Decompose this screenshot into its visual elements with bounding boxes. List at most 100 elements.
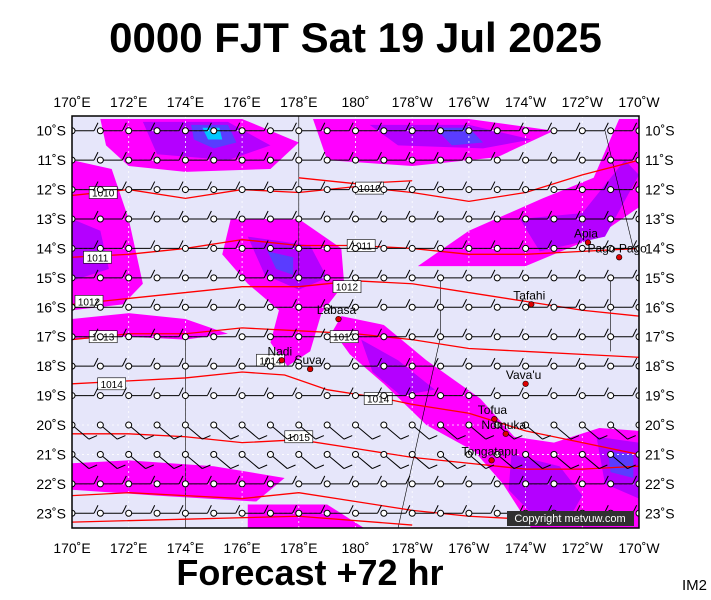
lon-label-top: 176˚W xyxy=(448,94,490,110)
wind-barb xyxy=(352,475,382,488)
lon-label-top: 172˚W xyxy=(562,94,604,110)
place-marker: Nomuka xyxy=(481,418,526,437)
wind-barb xyxy=(550,210,581,223)
wind-barb xyxy=(522,151,553,164)
wind-barb xyxy=(522,450,551,470)
wind-barb xyxy=(295,151,326,164)
wind-barb xyxy=(238,181,269,194)
wind-barb xyxy=(465,505,496,517)
wind-barb xyxy=(181,299,212,311)
wind-barb xyxy=(238,299,269,311)
wind-barb xyxy=(352,450,381,470)
wind-barb xyxy=(238,240,269,252)
wind-barb xyxy=(380,505,411,517)
wind-barb xyxy=(607,122,638,135)
wind-barb xyxy=(522,122,553,135)
wind-barb xyxy=(323,475,354,488)
wind-barb xyxy=(210,328,241,341)
wind-barb xyxy=(465,299,496,311)
svg-text:1012: 1012 xyxy=(336,283,359,294)
lat-label-left: 13˚S xyxy=(36,211,66,227)
rain-layer xyxy=(72,118,639,528)
wind-barb xyxy=(380,151,411,164)
wind-barb xyxy=(295,505,326,517)
lon-label-bottom: 172˚E xyxy=(110,540,147,556)
wind-barb xyxy=(408,357,439,370)
wind-barb xyxy=(96,505,127,517)
wind-barb xyxy=(72,240,99,252)
wind-barb xyxy=(380,122,411,135)
lon-label-top: 172˚E xyxy=(110,94,147,110)
wind-barb xyxy=(125,210,156,223)
wind-barb xyxy=(493,357,524,370)
boundary-line xyxy=(397,336,441,528)
wind-barb xyxy=(380,450,410,470)
wind-barb xyxy=(125,269,156,282)
wind-barb xyxy=(72,181,99,194)
place-name: Vava'u xyxy=(506,368,541,382)
wind-barb xyxy=(125,181,156,194)
wind-barb xyxy=(522,269,553,282)
wind-barb xyxy=(522,387,553,400)
wind-barb xyxy=(522,475,553,488)
lat-label-right: 23˚S xyxy=(645,505,675,521)
wind-barb xyxy=(465,181,496,194)
wind-barb xyxy=(550,299,581,311)
wind-barb xyxy=(153,421,183,440)
wind-barb xyxy=(181,328,212,341)
wind-barb xyxy=(578,328,609,341)
wind-barb xyxy=(323,210,354,223)
wind-barb xyxy=(408,450,438,470)
isobar-label: 1014 xyxy=(97,377,126,391)
wind-barb xyxy=(380,357,411,370)
wind-barb xyxy=(437,181,467,194)
wind-barb xyxy=(352,421,381,440)
rain-area xyxy=(267,251,294,275)
wind-barb xyxy=(181,421,211,440)
wind-barb xyxy=(550,421,580,440)
wind-barb xyxy=(578,421,608,440)
place-marker: Labasa xyxy=(317,303,356,323)
svg-text:1012: 1012 xyxy=(78,297,101,308)
wind-barb xyxy=(465,240,496,252)
wind-barb xyxy=(96,240,127,252)
wind-barb xyxy=(153,122,184,135)
wind-barb xyxy=(295,421,325,440)
wind-barb xyxy=(578,181,609,194)
wind-barb xyxy=(238,151,269,164)
wind-barb xyxy=(125,299,156,311)
wind-barb xyxy=(408,151,439,164)
place-marker: Tongatapu xyxy=(462,444,518,464)
wind-barb xyxy=(493,240,524,252)
wind-barb xyxy=(323,387,354,400)
wind-barb xyxy=(295,450,325,470)
wind-barb xyxy=(153,450,183,470)
wind-barb xyxy=(550,357,581,370)
wind-barb xyxy=(72,421,98,440)
wind-barb xyxy=(550,151,581,164)
wind-barb xyxy=(550,269,581,282)
wind-barb xyxy=(153,210,184,223)
wind-barb xyxy=(493,450,523,470)
lon-label-bottom: 170˚W xyxy=(618,540,660,556)
wind-barb xyxy=(96,357,127,370)
wind-barb-layer xyxy=(72,122,639,517)
axis-labels: 170˚E 170˚E 172˚E 172˚E 174˚E 174˚E 176˚E 176˚E… xyxy=(36,94,674,556)
map-title: 0000 FJT Sat 19 Jul 2025 xyxy=(109,14,602,61)
wind-barb xyxy=(266,240,297,252)
wind-barb xyxy=(607,151,638,164)
wind-barb xyxy=(465,450,495,470)
wind-barb xyxy=(181,240,212,252)
wind-barb xyxy=(153,357,184,370)
wind-barb xyxy=(493,475,524,488)
wind-barb xyxy=(266,269,297,282)
wind-barb xyxy=(522,328,553,341)
wind-barb xyxy=(380,328,411,341)
wind-barb xyxy=(578,210,609,223)
lon-label-bottom: 170˚E xyxy=(53,540,90,556)
wind-barb xyxy=(266,299,297,311)
wind-barb xyxy=(323,450,353,470)
wind-barb xyxy=(153,475,184,488)
place-name: Tofua xyxy=(478,403,508,417)
wind-barb xyxy=(153,181,184,194)
